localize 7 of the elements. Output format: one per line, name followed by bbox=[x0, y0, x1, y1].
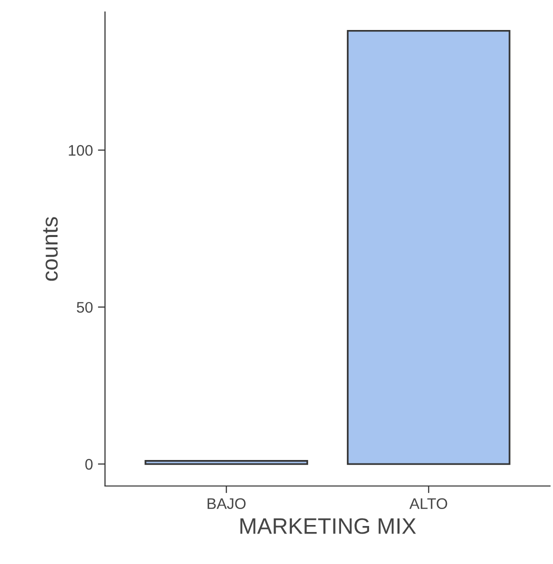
x-tick-label: ALTO bbox=[409, 498, 448, 510]
x-tick-label: BAJO bbox=[208, 498, 246, 510]
y-axis-title: counts bbox=[43, 217, 58, 281]
y-tick-label: 50 bbox=[76, 302, 93, 313]
y-tick-label: 100 bbox=[68, 144, 93, 156]
y-tick-label: 0 bbox=[85, 458, 93, 470]
x-axis-title: MARKETING MIX bbox=[240, 518, 416, 534]
